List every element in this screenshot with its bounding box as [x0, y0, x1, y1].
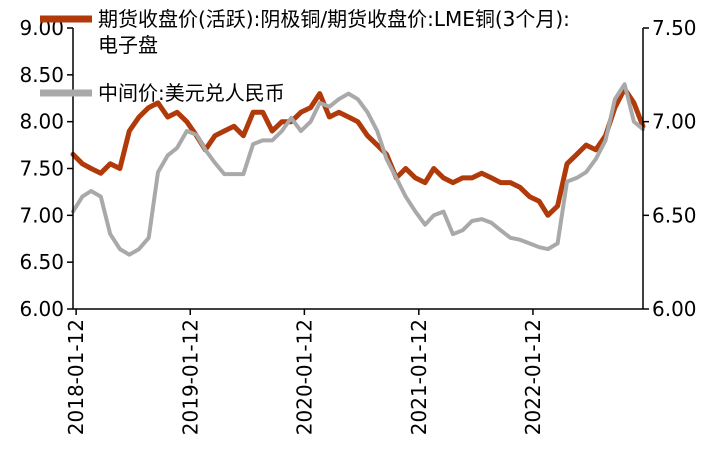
x-tick-label: 2019-01-12	[178, 319, 202, 435]
y-right-tick-label: 6.00	[652, 297, 697, 321]
legend-label-2: 中间价:美元兑人民币	[98, 81, 285, 105]
y-left-tick-label: 7.50	[19, 157, 64, 181]
y-right-tick-label: 7.00	[652, 110, 697, 134]
legend-label-1: 期货收盘价(活跃):阴极铜/期货收盘价:LME铜(3个月):电子盘	[98, 7, 570, 57]
legend-label-1-line-2: 电子盘	[98, 33, 158, 57]
y-right-tick-label: 6.50	[652, 203, 697, 227]
x-tick-label: 2021-01-12	[407, 319, 431, 435]
legend-label-1-line-1: 期货收盘价(活跃):阴极铜/期货收盘价:LME铜(3个月):	[98, 7, 570, 31]
y-left-tick-label: 8.00	[19, 110, 64, 134]
x-tick-label: 2022-01-12	[521, 319, 545, 435]
y-right-tick-label: 7.50	[652, 16, 697, 40]
series-layer	[70, 82, 646, 257]
y-left-tick-label: 8.50	[19, 63, 64, 87]
x-tick-label: 2018-01-12	[64, 319, 88, 435]
legend: 期货收盘价(活跃):阴极铜/期货收盘价:LME铜(3个月):电子盘中间价:美元兑…	[40, 7, 570, 105]
y-left-tick-label: 7.00	[19, 203, 64, 227]
series-line-1	[70, 86, 646, 218]
y-left-tick-label: 6.00	[19, 297, 64, 321]
axes-layer: 6.006.507.007.508.008.509.006.006.507.00…	[19, 16, 696, 435]
y-left-tick-label: 6.50	[19, 250, 64, 274]
series-line-2	[71, 82, 645, 257]
x-tick-label: 2020-01-12	[292, 319, 316, 435]
